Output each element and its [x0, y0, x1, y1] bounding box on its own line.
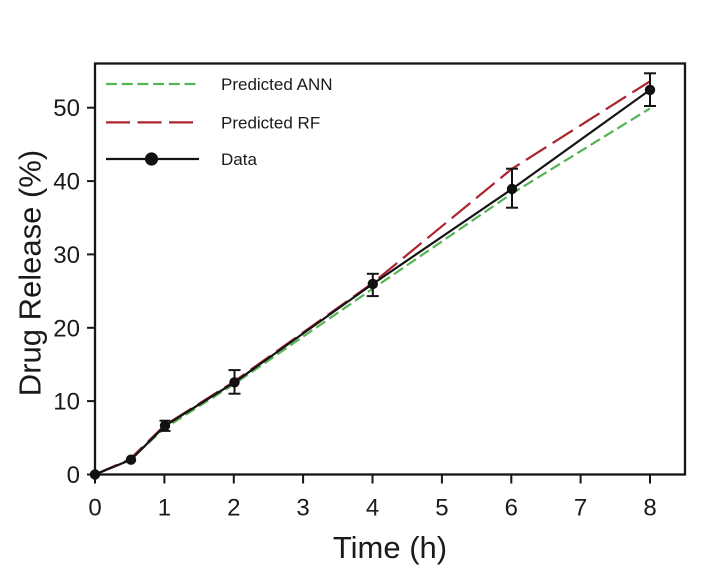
- svg-text:4: 4: [366, 495, 379, 522]
- svg-text:30: 30: [53, 242, 80, 269]
- svg-text:8: 8: [643, 495, 656, 522]
- svg-text:0: 0: [88, 495, 101, 522]
- svg-text:7: 7: [574, 495, 587, 522]
- svg-text:Predicted RF: Predicted RF: [221, 113, 320, 132]
- svg-text:10: 10: [53, 389, 80, 416]
- svg-text:20: 20: [53, 315, 80, 342]
- svg-text:Data: Data: [221, 150, 257, 169]
- svg-text:1: 1: [158, 495, 171, 522]
- svg-text:3: 3: [296, 495, 309, 522]
- svg-text:50: 50: [53, 95, 80, 122]
- svg-text:Drug Release (%): Drug Release (%): [13, 150, 48, 396]
- svg-text:0: 0: [67, 462, 80, 489]
- svg-text:5: 5: [435, 495, 448, 522]
- svg-text:Predicted ANN: Predicted ANN: [221, 75, 333, 94]
- svg-text:Time (h): Time (h): [333, 530, 447, 565]
- svg-text:40: 40: [53, 169, 80, 196]
- svg-text:2: 2: [227, 495, 240, 522]
- svg-text:6: 6: [505, 495, 518, 522]
